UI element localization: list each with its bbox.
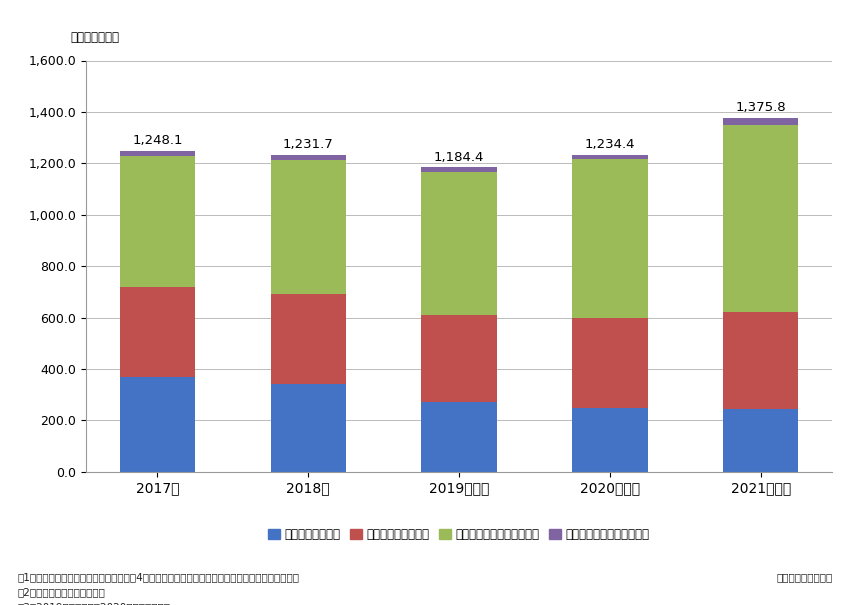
Bar bbox=[120, 151, 195, 155]
Text: 矢野経済研究所調べ: 矢野経済研究所調べ bbox=[776, 572, 832, 582]
Bar bbox=[421, 402, 497, 472]
Text: （単位：万㎡）: （単位：万㎡） bbox=[71, 31, 120, 44]
Bar bbox=[572, 408, 648, 472]
Bar bbox=[120, 155, 195, 287]
Bar bbox=[572, 154, 648, 159]
Bar bbox=[723, 125, 798, 312]
Bar bbox=[120, 377, 195, 472]
Legend: 水圧転写フィルム, インモールド転写箔, インサート成形用フィルム, オーバーレイ成形用表皮材: 水圧転写フィルム, インモールド転写箔, インサート成形用フィルム, オーバーレ… bbox=[263, 523, 655, 546]
Bar bbox=[120, 287, 195, 377]
Bar bbox=[723, 312, 798, 409]
Text: 1,375.8: 1,375.8 bbox=[735, 101, 786, 114]
Bar bbox=[723, 409, 798, 472]
Bar bbox=[270, 160, 346, 294]
Text: 1,231.7: 1,231.7 bbox=[283, 139, 334, 151]
Bar bbox=[270, 155, 346, 160]
Bar bbox=[270, 385, 346, 472]
Text: 注3．2019年は見込値、2020年以降は予測値: 注3．2019年は見込値、2020年以降は予測値 bbox=[17, 602, 170, 605]
Bar bbox=[421, 172, 497, 315]
Text: 注2．メーカー出荷数量ベース: 注2．メーカー出荷数量ベース bbox=[17, 587, 105, 597]
Text: 1,248.1: 1,248.1 bbox=[132, 134, 183, 147]
Bar bbox=[270, 294, 346, 385]
Bar bbox=[572, 318, 648, 408]
Text: 注1．北米、欧州、中国、日本の世界主要4地域における自動車内装用加飾フィルムを対象とした。: 注1．北米、欧州、中国、日本の世界主要4地域における自動車内装用加飾フィルムを対… bbox=[17, 572, 299, 582]
Text: 1,234.4: 1,234.4 bbox=[584, 138, 635, 151]
Bar bbox=[421, 168, 497, 172]
Bar bbox=[572, 159, 648, 318]
Bar bbox=[421, 315, 497, 402]
Text: 1,184.4: 1,184.4 bbox=[434, 151, 484, 163]
Bar bbox=[723, 118, 798, 125]
